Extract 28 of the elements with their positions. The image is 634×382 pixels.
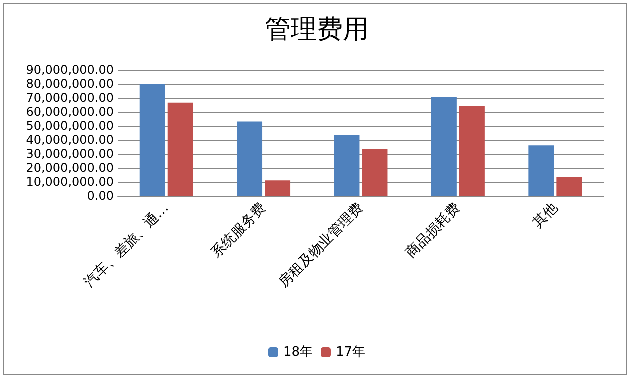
bar	[431, 97, 457, 196]
bar	[140, 84, 166, 196]
bar	[334, 135, 360, 196]
bar	[237, 122, 263, 196]
y-tick-label: 70,000,000.00	[26, 91, 114, 105]
y-tick-label: 20,000,000.00	[26, 161, 114, 175]
legend-label: 18年	[283, 345, 314, 360]
bar	[168, 102, 194, 196]
chart-title: 管理费用	[265, 15, 369, 45]
y-tick-label: 60,000,000.00	[26, 105, 114, 119]
y-tick-label: 90,000,000.00	[26, 63, 114, 77]
x-tick-label: 商品损耗费	[403, 200, 464, 262]
x-tick-label: 房租及物业管理费	[276, 200, 367, 291]
y-tick-label: 0.00	[87, 189, 114, 203]
y-tick-label: 30,000,000.00	[26, 147, 114, 161]
bar	[528, 146, 554, 196]
y-tick-label: 80,000,000.00	[26, 77, 114, 91]
legend-label: 17年	[336, 345, 366, 360]
x-tick-label: 汽车、差旅、通…	[82, 200, 172, 291]
y-tick-label: 10,000,000.00	[26, 175, 114, 189]
x-tick-label: 其他	[530, 200, 562, 232]
bar	[362, 149, 388, 196]
x-tick-label: 系统服务费	[208, 200, 270, 262]
bar	[265, 180, 291, 196]
bar	[556, 177, 582, 196]
y-tick-label: 50,000,000.00	[26, 119, 114, 133]
bar	[459, 106, 485, 196]
y-tick-label: 40,000,000.00	[26, 133, 114, 147]
